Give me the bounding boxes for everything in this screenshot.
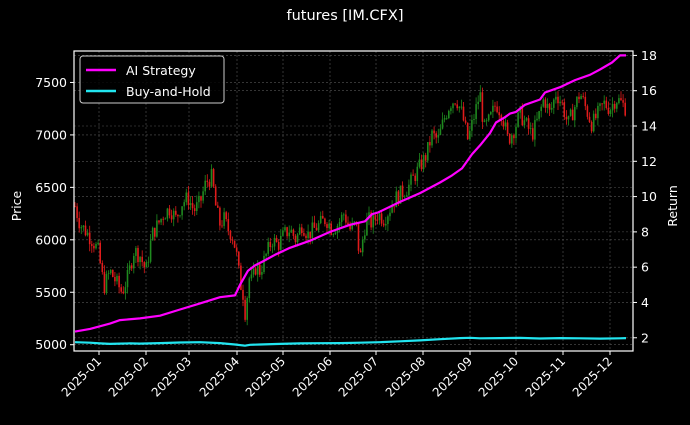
x-tick-label: 2025-06 — [290, 354, 335, 399]
left-tick-label: 7500 — [35, 75, 67, 90]
x-tick-label: 2025-01 — [59, 354, 104, 399]
right-axis-label: Return — [665, 185, 680, 226]
line-ai-strategy — [74, 54, 626, 333]
right-tick-label: 12 — [641, 154, 657, 169]
x-tick-label: 2025-07 — [336, 354, 381, 399]
right-tick-label: 18 — [641, 48, 657, 63]
left-axis-label: Price — [9, 190, 24, 221]
x-tick-label: 2025-05 — [243, 354, 288, 399]
right-tick-label: 6 — [641, 260, 649, 275]
line-buy-and-hold — [74, 336, 627, 347]
x-tick-label: 2025-03 — [149, 354, 194, 399]
left-tick-label: 6000 — [35, 232, 67, 247]
right-tick-label: 10 — [641, 189, 657, 204]
left-tick-label: 5000 — [35, 337, 67, 352]
x-tick-label: 2025-02 — [106, 354, 151, 399]
left-y-axis: 5000 5500 6000 6500 7000 7500 — [35, 75, 74, 352]
left-tick-label: 6500 — [35, 180, 67, 195]
right-y-axis: 2 4 6 8 10 12 14 16 18 — [633, 48, 657, 345]
right-tick-label: 2 — [641, 330, 649, 345]
x-tick-label: 2025-04 — [197, 354, 242, 399]
chart-title: futures [IM.CFX] — [286, 8, 404, 24]
right-tick-label: 16 — [641, 83, 657, 98]
legend-label-ai-strategy: AI Strategy — [126, 63, 196, 78]
legend-label-buy-and-hold: Buy-and-Hold — [126, 84, 211, 99]
price-candles — [74, 85, 626, 326]
return-lines — [74, 54, 627, 347]
left-tick-label: 5500 — [35, 285, 67, 300]
right-tick-label: 14 — [641, 119, 657, 134]
x-tick-label: 2025-12 — [570, 354, 615, 399]
right-tick-label: 8 — [641, 224, 649, 239]
x-tick-label: 2025-11 — [523, 354, 568, 399]
x-tick-label: 2025-09 — [430, 354, 475, 399]
x-tick-label: 2025-08 — [383, 354, 428, 399]
axes-frame — [73, 50, 634, 352]
x-tick-label: 2025-10 — [476, 354, 521, 399]
legend: AI Strategy Buy-and-Hold — [79, 55, 225, 104]
left-tick-label: 7000 — [35, 127, 67, 142]
right-tick-label: 4 — [641, 295, 649, 310]
